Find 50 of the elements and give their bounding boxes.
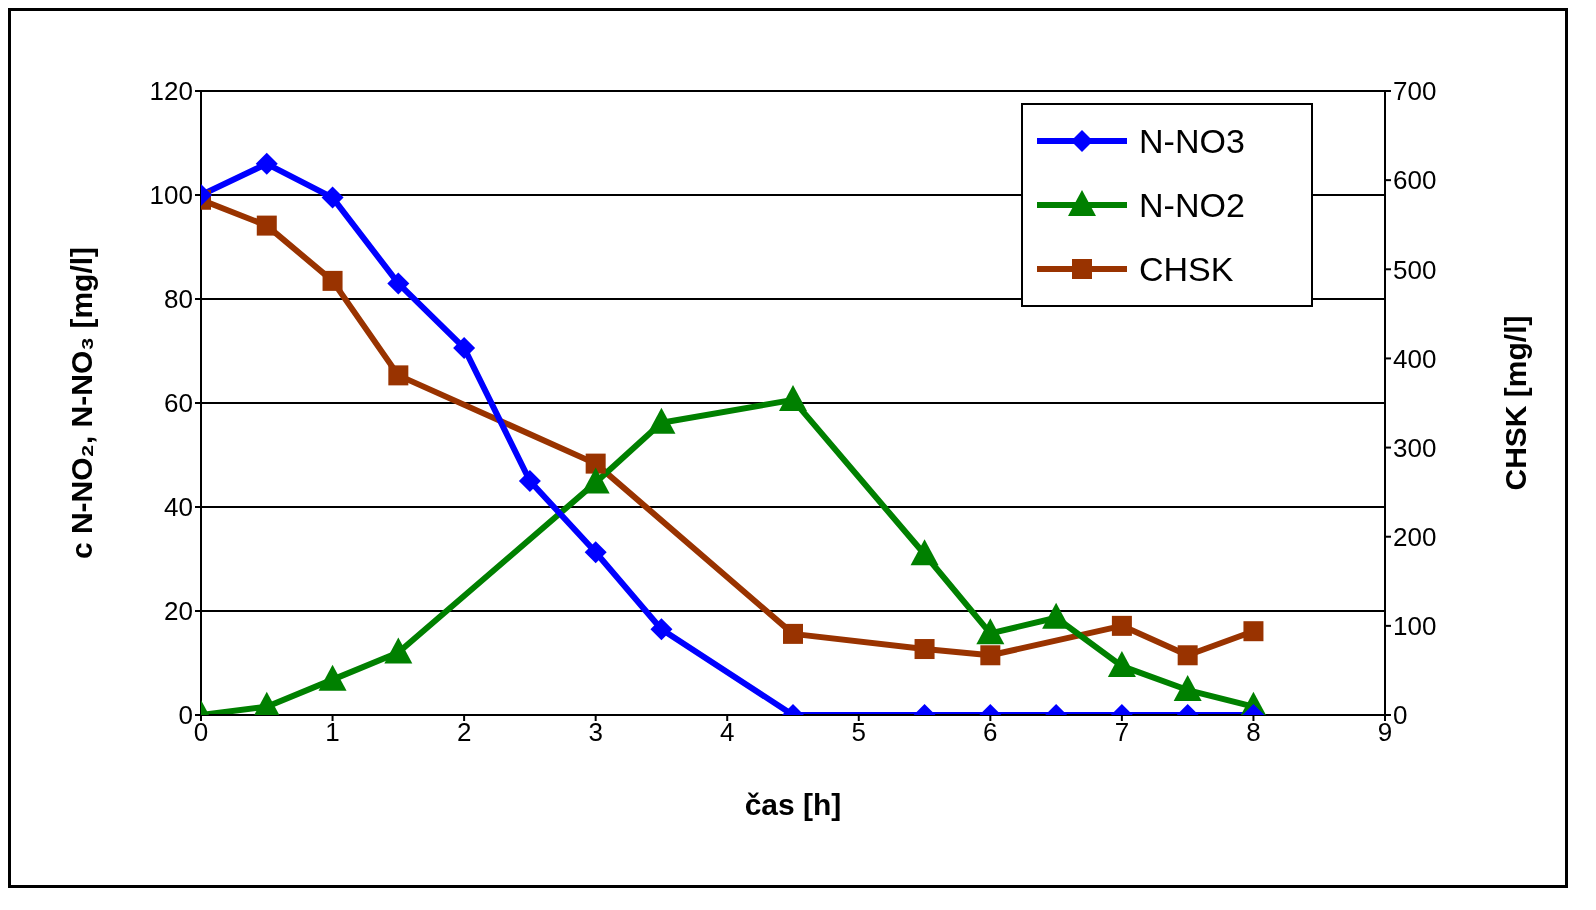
point — [255, 152, 278, 175]
y2-tick-label: 100 — [1393, 611, 1437, 642]
x-tick-label: 8 — [1246, 717, 1261, 748]
y-axis-title: c N-NO₂, N-NO₃ [mg/l] — [64, 246, 98, 560]
x-tick-label: 5 — [851, 717, 867, 748]
legend-label: CHSK — [1139, 249, 1234, 289]
point — [453, 336, 476, 359]
point — [388, 365, 409, 386]
point — [783, 623, 803, 644]
y2-tick-label: 500 — [1393, 254, 1437, 285]
point — [914, 639, 935, 660]
point — [585, 453, 606, 474]
x-tick-label: 1 — [325, 717, 340, 748]
y2-tick-label: 400 — [1393, 343, 1437, 374]
x-tick-label: 9 — [1377, 717, 1393, 748]
point — [384, 637, 413, 664]
x-tick-label: 2 — [456, 717, 472, 748]
x-tick-label: 4 — [719, 717, 735, 748]
point — [910, 539, 939, 566]
x-tick-label: 6 — [983, 717, 998, 748]
y2-tick-label: 600 — [1393, 165, 1437, 196]
x-axis-title: čas [h] — [744, 788, 842, 821]
y2-tick-label: 700 — [1393, 76, 1437, 107]
point — [318, 664, 347, 691]
point — [1177, 645, 1198, 666]
y2-tick-label: 300 — [1393, 432, 1437, 463]
point — [581, 467, 610, 494]
point — [779, 384, 807, 411]
point — [322, 270, 343, 291]
y-tick-label: 20 — [164, 596, 193, 627]
point — [976, 618, 1005, 645]
x-tick-label: 7 — [1114, 717, 1130, 748]
x-tick-label: 3 — [588, 717, 603, 748]
point — [1111, 615, 1132, 636]
point — [980, 645, 1001, 666]
y-tick-label: 120 — [149, 76, 193, 107]
point — [321, 186, 344, 209]
y-tick-label: 40 — [164, 492, 193, 523]
y-tick-label: 60 — [164, 388, 193, 419]
point — [252, 691, 281, 715]
y-tick-label: 100 — [149, 180, 193, 211]
y-tick-label: 80 — [164, 284, 193, 315]
legend-label: N-NO2 — [1139, 185, 1245, 225]
point — [647, 407, 676, 434]
y2-axis-title: CHSK [mg/l] — [1498, 315, 1532, 491]
point — [256, 215, 277, 236]
legend-label: N-NO3 — [1139, 121, 1245, 161]
point — [387, 272, 410, 295]
y2-tick-label: 200 — [1393, 521, 1437, 552]
point — [1243, 621, 1264, 642]
